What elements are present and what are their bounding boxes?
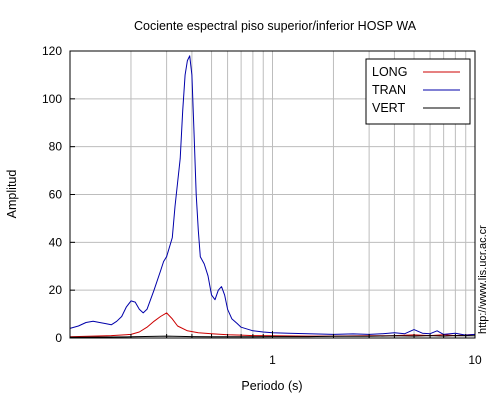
credit-label: http://www.lis.ucr.ac.cr xyxy=(477,225,489,334)
legend-label-vert: VERT xyxy=(372,101,405,115)
legend-box xyxy=(365,58,471,125)
x-tick-label: 10 xyxy=(468,353,482,367)
y-tick-label: 60 xyxy=(49,188,63,202)
legend-label-tran: TRAN xyxy=(372,83,406,97)
legend-label-long: LONG xyxy=(372,65,407,79)
x-axis-label: Periodo (s) xyxy=(241,379,302,393)
legend: LONG TRAN VERT xyxy=(365,58,471,125)
chart-title: Cociente espectral piso superior/inferio… xyxy=(134,19,417,33)
y-axis-label: Amplitud xyxy=(5,170,19,219)
series-line-vert xyxy=(69,335,476,338)
y-tick-label: 40 xyxy=(49,235,63,249)
series-line-tran xyxy=(69,55,476,336)
y-tick-label: 20 xyxy=(49,283,63,297)
y-tick-label: 120 xyxy=(42,44,62,58)
y-tick-label: 100 xyxy=(42,92,62,106)
tick-layer: 0 20 40 60 80 100 120 1 10 xyxy=(42,44,482,367)
series-layer xyxy=(69,55,476,338)
y-tick-label: 80 xyxy=(49,140,63,154)
series-line-long xyxy=(69,312,476,338)
x-tick-label: 1 xyxy=(269,353,276,367)
y-tick-label: 0 xyxy=(55,331,62,345)
